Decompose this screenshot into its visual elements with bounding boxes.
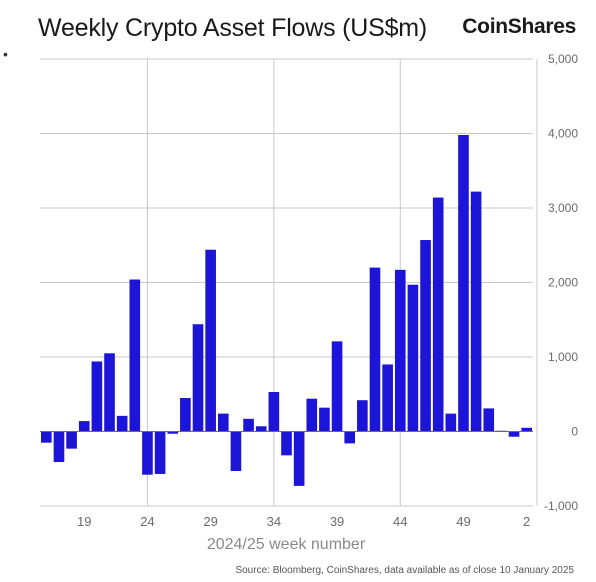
x-tick-label: 29 — [203, 514, 217, 529]
y-tick-label: 3,000 — [548, 201, 578, 215]
x-tick-label: 2 — [523, 514, 530, 529]
coinshares-logo: CoinShares — [462, 15, 576, 38]
x-tick-label: 39 — [330, 514, 344, 529]
bar — [243, 418, 254, 432]
bar — [53, 431, 65, 463]
bar — [192, 324, 204, 432]
bar — [230, 431, 242, 471]
y-tick-label: -1,000 — [544, 499, 578, 513]
bar — [394, 269, 406, 432]
bar — [357, 400, 368, 432]
y-tick-label: 2,000 — [548, 276, 578, 290]
x-tick-label: 34 — [267, 514, 281, 529]
bar — [268, 392, 280, 432]
bar — [66, 431, 77, 449]
bar — [420, 240, 431, 432]
axis-layer: -1,000 0 1,000 2,000 3,000 4,000 5,000 19 24 29 34… — [40, 52, 578, 553]
bar — [116, 415, 128, 432]
bar — [180, 397, 191, 432]
bar — [167, 431, 179, 434]
bar — [129, 279, 141, 432]
bar — [205, 249, 216, 432]
bar — [331, 341, 343, 432]
x-axis-title: 2024/25 week number — [207, 536, 366, 553]
bar — [432, 197, 444, 432]
bullet-marker: • — [3, 46, 8, 62]
x-tick-label: 49 — [456, 514, 470, 529]
bar — [445, 413, 457, 432]
bar — [41, 431, 52, 443]
bar — [91, 361, 103, 432]
bar — [154, 431, 166, 474]
y-tick-label: 5,000 — [548, 52, 578, 66]
source-note: Source: Bloomberg, CoinShares, data avai… — [235, 565, 574, 576]
bar — [407, 284, 419, 432]
x-tick-label: 44 — [393, 514, 407, 529]
chart-title: Weekly Crypto Asset Flows (US$m) — [38, 14, 428, 42]
bar-layer — [41, 134, 532, 486]
bar — [458, 134, 469, 432]
y-tick-label: 0 — [571, 425, 578, 439]
bar — [483, 408, 495, 432]
bar — [344, 431, 356, 444]
bar — [382, 364, 393, 432]
x-tick-label: 24 — [140, 514, 154, 529]
y-tick-label: 4,000 — [548, 127, 578, 141]
bar — [521, 427, 532, 432]
bar — [508, 431, 520, 437]
bar — [293, 431, 305, 486]
y-tick-label: 1,000 — [548, 350, 578, 364]
x-tick-label: 19 — [77, 514, 91, 529]
bar — [217, 413, 229, 432]
bar — [78, 421, 90, 432]
bar — [369, 267, 381, 432]
bar — [319, 407, 330, 432]
bar — [306, 398, 318, 432]
bar — [142, 431, 153, 475]
bar — [255, 426, 267, 432]
bar — [104, 353, 115, 432]
bar — [281, 431, 292, 456]
bar — [470, 191, 482, 432]
